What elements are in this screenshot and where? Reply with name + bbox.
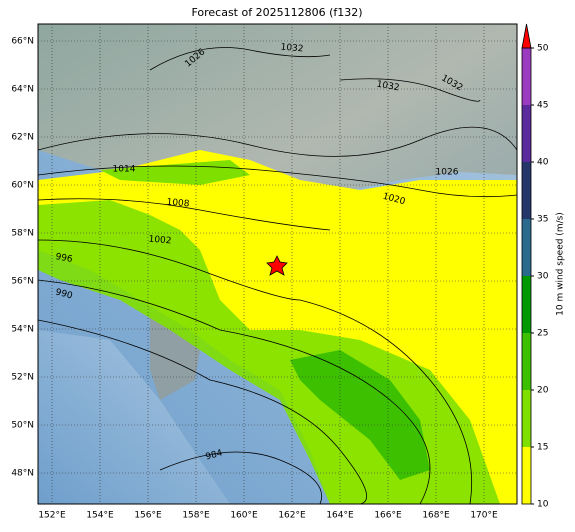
wind-25 (290, 350, 430, 480)
contour-label: 996 (55, 252, 74, 265)
map-frame (37, 23, 518, 505)
x-tick-label: 162°E (278, 511, 306, 521)
x-tick-label: 152°E (38, 511, 66, 521)
y-tick-label: 66°N (11, 37, 34, 47)
colorbar-segment (522, 333, 531, 390)
title: Forecast of 2025112806 (f132) (191, 6, 362, 19)
contour-label: 1032 (376, 80, 400, 94)
contour-label: 1002 (148, 235, 172, 247)
colorbar-segment (522, 162, 531, 219)
y-tick-label: 52°N (11, 373, 34, 383)
y-tick-label: 50°N (11, 421, 34, 431)
x-tick-label: 170°E (470, 511, 498, 521)
colorbar-segment (522, 447, 531, 504)
x-tick-label: 164°E (326, 511, 354, 521)
ocean (38, 330, 230, 504)
x-tick-label: 168°E (422, 511, 450, 521)
contour-label: 990 (54, 287, 73, 301)
location-star (266, 255, 288, 276)
x-tick-label: 160°E (230, 511, 258, 521)
contour-label: 1026 (436, 168, 459, 178)
y-tick-label: 64°N (11, 85, 34, 95)
y-tick-label: 60°N (11, 181, 34, 191)
contour-label: 1032 (280, 43, 304, 55)
contour-label: 1008 (166, 198, 190, 210)
contour-label: 984 (205, 448, 224, 462)
colorbar-segment (522, 48, 531, 105)
colorbar: 10 15 20 25 30 35 40 45 50 (521, 23, 549, 510)
colorbar-tick-label: 50 (537, 44, 549, 54)
colorbar-tick-label: 45 (537, 101, 548, 111)
colorbar-segment (522, 276, 531, 333)
colorbar-tick-label: 40 (537, 158, 549, 168)
x-tick-label: 154°E (86, 511, 114, 521)
colorbar-tick-label: 30 (537, 272, 549, 282)
colorbar-tick-label: 20 (537, 386, 549, 396)
contour-label: 1014 (113, 165, 136, 175)
isobars (38, 47, 517, 504)
colorbar-segment (522, 219, 531, 276)
colorbar-segment (522, 105, 531, 162)
colorbar-tick-label: 35 (537, 215, 548, 225)
colorbar-label: 10 m wind speed (m/s) (556, 212, 566, 316)
x-tick-label: 166°E (374, 511, 402, 521)
map-area (38, 24, 517, 504)
colorbar-tick-label: 15 (537, 443, 548, 453)
x-tick-label: 156°E (134, 511, 162, 521)
colorbar-tick-label: 25 (537, 329, 548, 339)
colorbar-tick-label: 10 (537, 500, 549, 510)
y-tick-label: 58°N (11, 229, 34, 239)
y-tick-label: 62°N (11, 133, 34, 143)
y-tick-label: 56°N (11, 277, 34, 287)
colorbar-extension (521, 23, 532, 49)
y-tick-label: 48°N (11, 469, 34, 479)
y-tick-label: 54°N (11, 325, 34, 335)
x-tick-label: 158°E (182, 511, 210, 521)
wind-20 (100, 160, 250, 185)
colorbar-segment (522, 390, 531, 447)
